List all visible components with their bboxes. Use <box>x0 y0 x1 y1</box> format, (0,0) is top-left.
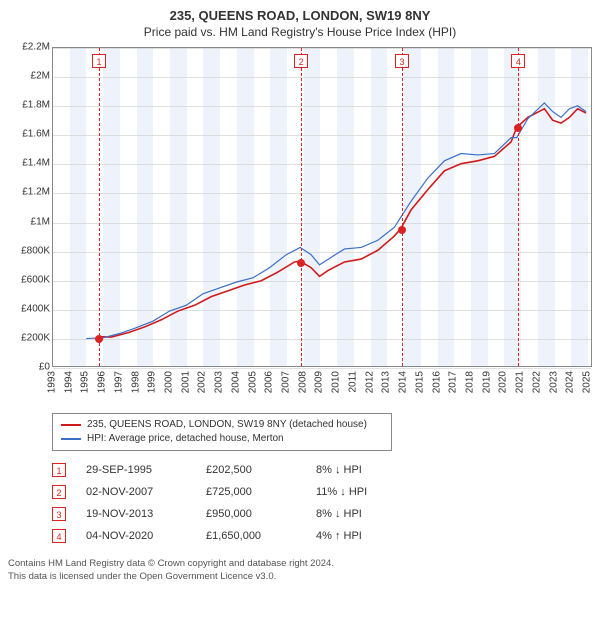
legend-swatch-blue <box>61 438 81 440</box>
page-subtitle: Price paid vs. HM Land Registry's House … <box>8 25 592 39</box>
tx-price: £202,500 <box>206 459 296 481</box>
tx-diff: 8% ↓ HPI <box>316 459 406 481</box>
tx-diff: 8% ↓ HPI <box>316 503 406 525</box>
x-tick-label: 1997 <box>113 371 124 393</box>
marker-dot <box>297 259 305 267</box>
y-tick-label: £1.6M <box>22 129 50 140</box>
series-red <box>99 109 586 337</box>
legend-label: 235, QUEENS ROAD, LONDON, SW19 8NY (deta… <box>87 418 367 432</box>
legend-swatch-red <box>61 424 81 426</box>
page-title: 235, QUEENS ROAD, LONDON, SW19 8NY <box>8 8 592 23</box>
x-tick-label: 2008 <box>297 371 308 393</box>
x-tick-label: 1996 <box>97 371 108 393</box>
price-chart: £0£200K£400K£600K£800K£1M£1.2M£1.4M£1.6M… <box>8 47 592 407</box>
footer-line: Contains HM Land Registry data © Crown c… <box>8 557 592 570</box>
x-tick-label: 2003 <box>214 371 225 393</box>
series-blue <box>86 103 586 339</box>
x-tick-label: 2011 <box>347 371 358 393</box>
transaction-table: 1 29-SEP-1995 £202,500 8% ↓ HPI 2 02-NOV-2007… <box>52 459 592 547</box>
y-tick-label: £2.2M <box>22 42 50 53</box>
x-tick-label: 2002 <box>197 371 208 393</box>
x-tick-label: 2007 <box>281 371 292 393</box>
x-tick-label: 2018 <box>464 371 475 393</box>
tx-marker-box: 4 <box>52 529 66 543</box>
y-tick-label: £1.2M <box>22 187 50 198</box>
marker-dot <box>95 335 103 343</box>
x-tick-label: 2013 <box>381 371 392 393</box>
x-axis: 1993199419951996199719981999200020012002… <box>52 367 592 407</box>
marker-line <box>99 48 100 366</box>
marker-line <box>402 48 403 366</box>
y-tick-label: £400K <box>21 303 50 314</box>
footer: Contains HM Land Registry data © Crown c… <box>8 557 592 583</box>
tx-diff: 11% ↓ HPI <box>316 481 406 503</box>
y-tick-label: £2M <box>31 71 50 82</box>
table-row: 3 19-NOV-2013 £950,000 8% ↓ HPI <box>52 503 592 525</box>
x-tick-label: 2025 <box>581 371 592 393</box>
tx-marker-box: 1 <box>52 463 66 477</box>
tx-price: £950,000 <box>206 503 296 525</box>
x-tick-label: 2015 <box>414 371 425 393</box>
legend-item: 235, QUEENS ROAD, LONDON, SW19 8NY (deta… <box>61 418 383 432</box>
x-tick-label: 1993 <box>47 371 58 393</box>
table-row: 4 04-NOV-2020 £1,650,000 4% ↑ HPI <box>52 525 592 547</box>
tx-date: 04-NOV-2020 <box>86 525 186 547</box>
x-tick-label: 1994 <box>63 371 74 393</box>
y-tick-label: £1M <box>31 216 50 227</box>
legend: 235, QUEENS ROAD, LONDON, SW19 8NY (deta… <box>52 413 392 451</box>
tx-marker-box: 2 <box>52 485 66 499</box>
marker-box: 1 <box>92 54 106 68</box>
x-tick-label: 1998 <box>130 371 141 393</box>
chart-lines <box>53 48 591 366</box>
x-tick-label: 2022 <box>531 371 542 393</box>
marker-box: 4 <box>511 54 525 68</box>
x-tick-label: 1999 <box>147 371 158 393</box>
marker-box: 3 <box>395 54 409 68</box>
x-tick-label: 2004 <box>230 371 241 393</box>
footer-line: This data is licensed under the Open Gov… <box>8 570 592 583</box>
x-tick-label: 1995 <box>80 371 91 393</box>
y-tick-label: £1.8M <box>22 100 50 111</box>
x-tick-label: 2014 <box>398 371 409 393</box>
x-tick-label: 2012 <box>364 371 375 393</box>
tx-marker-box: 3 <box>52 507 66 521</box>
x-tick-label: 2009 <box>314 371 325 393</box>
y-tick-label: £200K <box>21 332 50 343</box>
tx-date: 19-NOV-2013 <box>86 503 186 525</box>
table-row: 1 29-SEP-1995 £202,500 8% ↓ HPI <box>52 459 592 481</box>
tx-diff: 4% ↑ HPI <box>316 525 406 547</box>
marker-dot <box>398 226 406 234</box>
legend-item: HPI: Average price, detached house, Mert… <box>61 432 383 446</box>
tx-date: 29-SEP-1995 <box>86 459 186 481</box>
y-tick-label: £800K <box>21 245 50 256</box>
tx-date: 02-NOV-2007 <box>86 481 186 503</box>
x-tick-label: 2006 <box>264 371 275 393</box>
marker-line <box>301 48 302 366</box>
tx-price: £725,000 <box>206 481 296 503</box>
x-tick-label: 2024 <box>565 371 576 393</box>
plot-area: 1 2 3 4 <box>52 47 592 367</box>
x-tick-label: 2023 <box>548 371 559 393</box>
marker-line <box>518 48 519 366</box>
x-tick-label: 2016 <box>431 371 442 393</box>
table-row: 2 02-NOV-2007 £725,000 11% ↓ HPI <box>52 481 592 503</box>
x-tick-label: 2001 <box>180 371 191 393</box>
x-tick-label: 2000 <box>164 371 175 393</box>
legend-label: HPI: Average price, detached house, Mert… <box>87 432 284 446</box>
x-tick-label: 2010 <box>331 371 342 393</box>
x-tick-label: 2020 <box>498 371 509 393</box>
x-tick-label: 2005 <box>247 371 258 393</box>
marker-dot <box>514 124 522 132</box>
x-tick-label: 2017 <box>448 371 459 393</box>
y-tick-label: £1.4M <box>22 158 50 169</box>
x-tick-label: 2021 <box>515 371 526 393</box>
y-axis: £0£200K£400K£600K£800K£1M£1.2M£1.4M£1.6M… <box>8 47 52 367</box>
y-tick-label: £600K <box>21 274 50 285</box>
tx-price: £1,650,000 <box>206 525 296 547</box>
marker-box: 2 <box>294 54 308 68</box>
x-tick-label: 2019 <box>481 371 492 393</box>
